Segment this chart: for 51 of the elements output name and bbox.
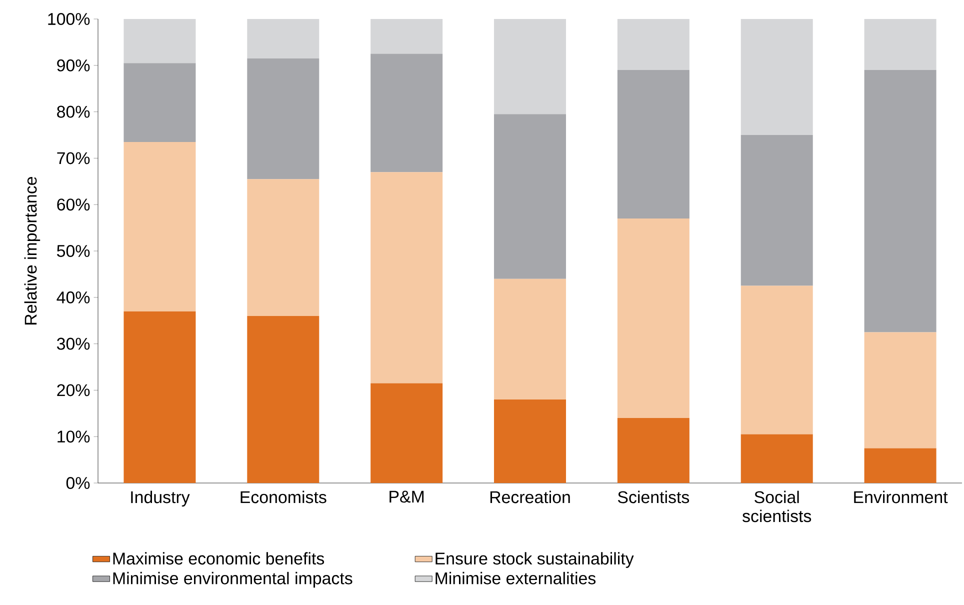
- bar: [124, 18, 196, 64]
- x-tick-label: Industry: [131, 490, 190, 507]
- x-tick-label: Scientists: [618, 490, 690, 504]
- bar: [494, 18, 566, 114]
- bar: [617, 70, 690, 219]
- y-tick-label: 100%: [48, 12, 90, 25]
- y-tick-label: 90%: [57, 59, 90, 72]
- legend-label: Minimise environmental impacts: [113, 572, 352, 588]
- bar: [864, 448, 936, 483]
- bar: [370, 383, 443, 483]
- y-tick-label: 10%: [58, 430, 90, 443]
- y-tick-label: 50%: [57, 245, 90, 257]
- y-tick-label: 40%: [56, 291, 90, 304]
- x-tick-label: P&M: [390, 490, 424, 503]
- y-tick-label: 30%: [56, 338, 90, 350]
- bar: [124, 142, 196, 312]
- bar: [494, 399, 566, 483]
- legend-label: Maximise economic benefits: [113, 552, 324, 565]
- bar: [740, 286, 813, 434]
- bar: [617, 418, 690, 483]
- bar: [247, 179, 320, 316]
- bar: [370, 18, 443, 54]
- y-tick-label: 80%: [57, 106, 90, 118]
- bar: [247, 58, 320, 180]
- y-axis-title: Relative importance: [24, 176, 40, 324]
- x-tick-label: Social scientists: [742, 490, 812, 522]
- bar: [740, 134, 813, 286]
- bar: [124, 311, 196, 483]
- bar: [740, 18, 813, 135]
- y-tick-label: 20%: [57, 384, 90, 396]
- x-tick-label: Environment: [854, 490, 948, 504]
- bar: [370, 172, 443, 384]
- legend-label: Ensure stock sustainability: [436, 552, 634, 568]
- bar: [494, 114, 566, 279]
- bar: [740, 434, 813, 483]
- y-tick-label: 0%: [66, 477, 90, 489]
- bar: [247, 18, 320, 58]
- bar: [864, 332, 936, 448]
- bar: [494, 278, 566, 400]
- bar: [617, 18, 690, 70]
- x-tick-label: Economists: [240, 490, 326, 504]
- bar: [617, 218, 690, 418]
- x-tick-label: Recreation: [490, 490, 570, 504]
- bar: [124, 63, 196, 142]
- bar: [370, 54, 443, 172]
- legend-label: Minimise externalities: [436, 572, 596, 584]
- y-tick-label: 60%: [57, 198, 90, 211]
- bar: [864, 70, 936, 332]
- y-tick-label: 70%: [57, 152, 90, 164]
- bar: [247, 316, 320, 483]
- bar: [864, 18, 936, 70]
